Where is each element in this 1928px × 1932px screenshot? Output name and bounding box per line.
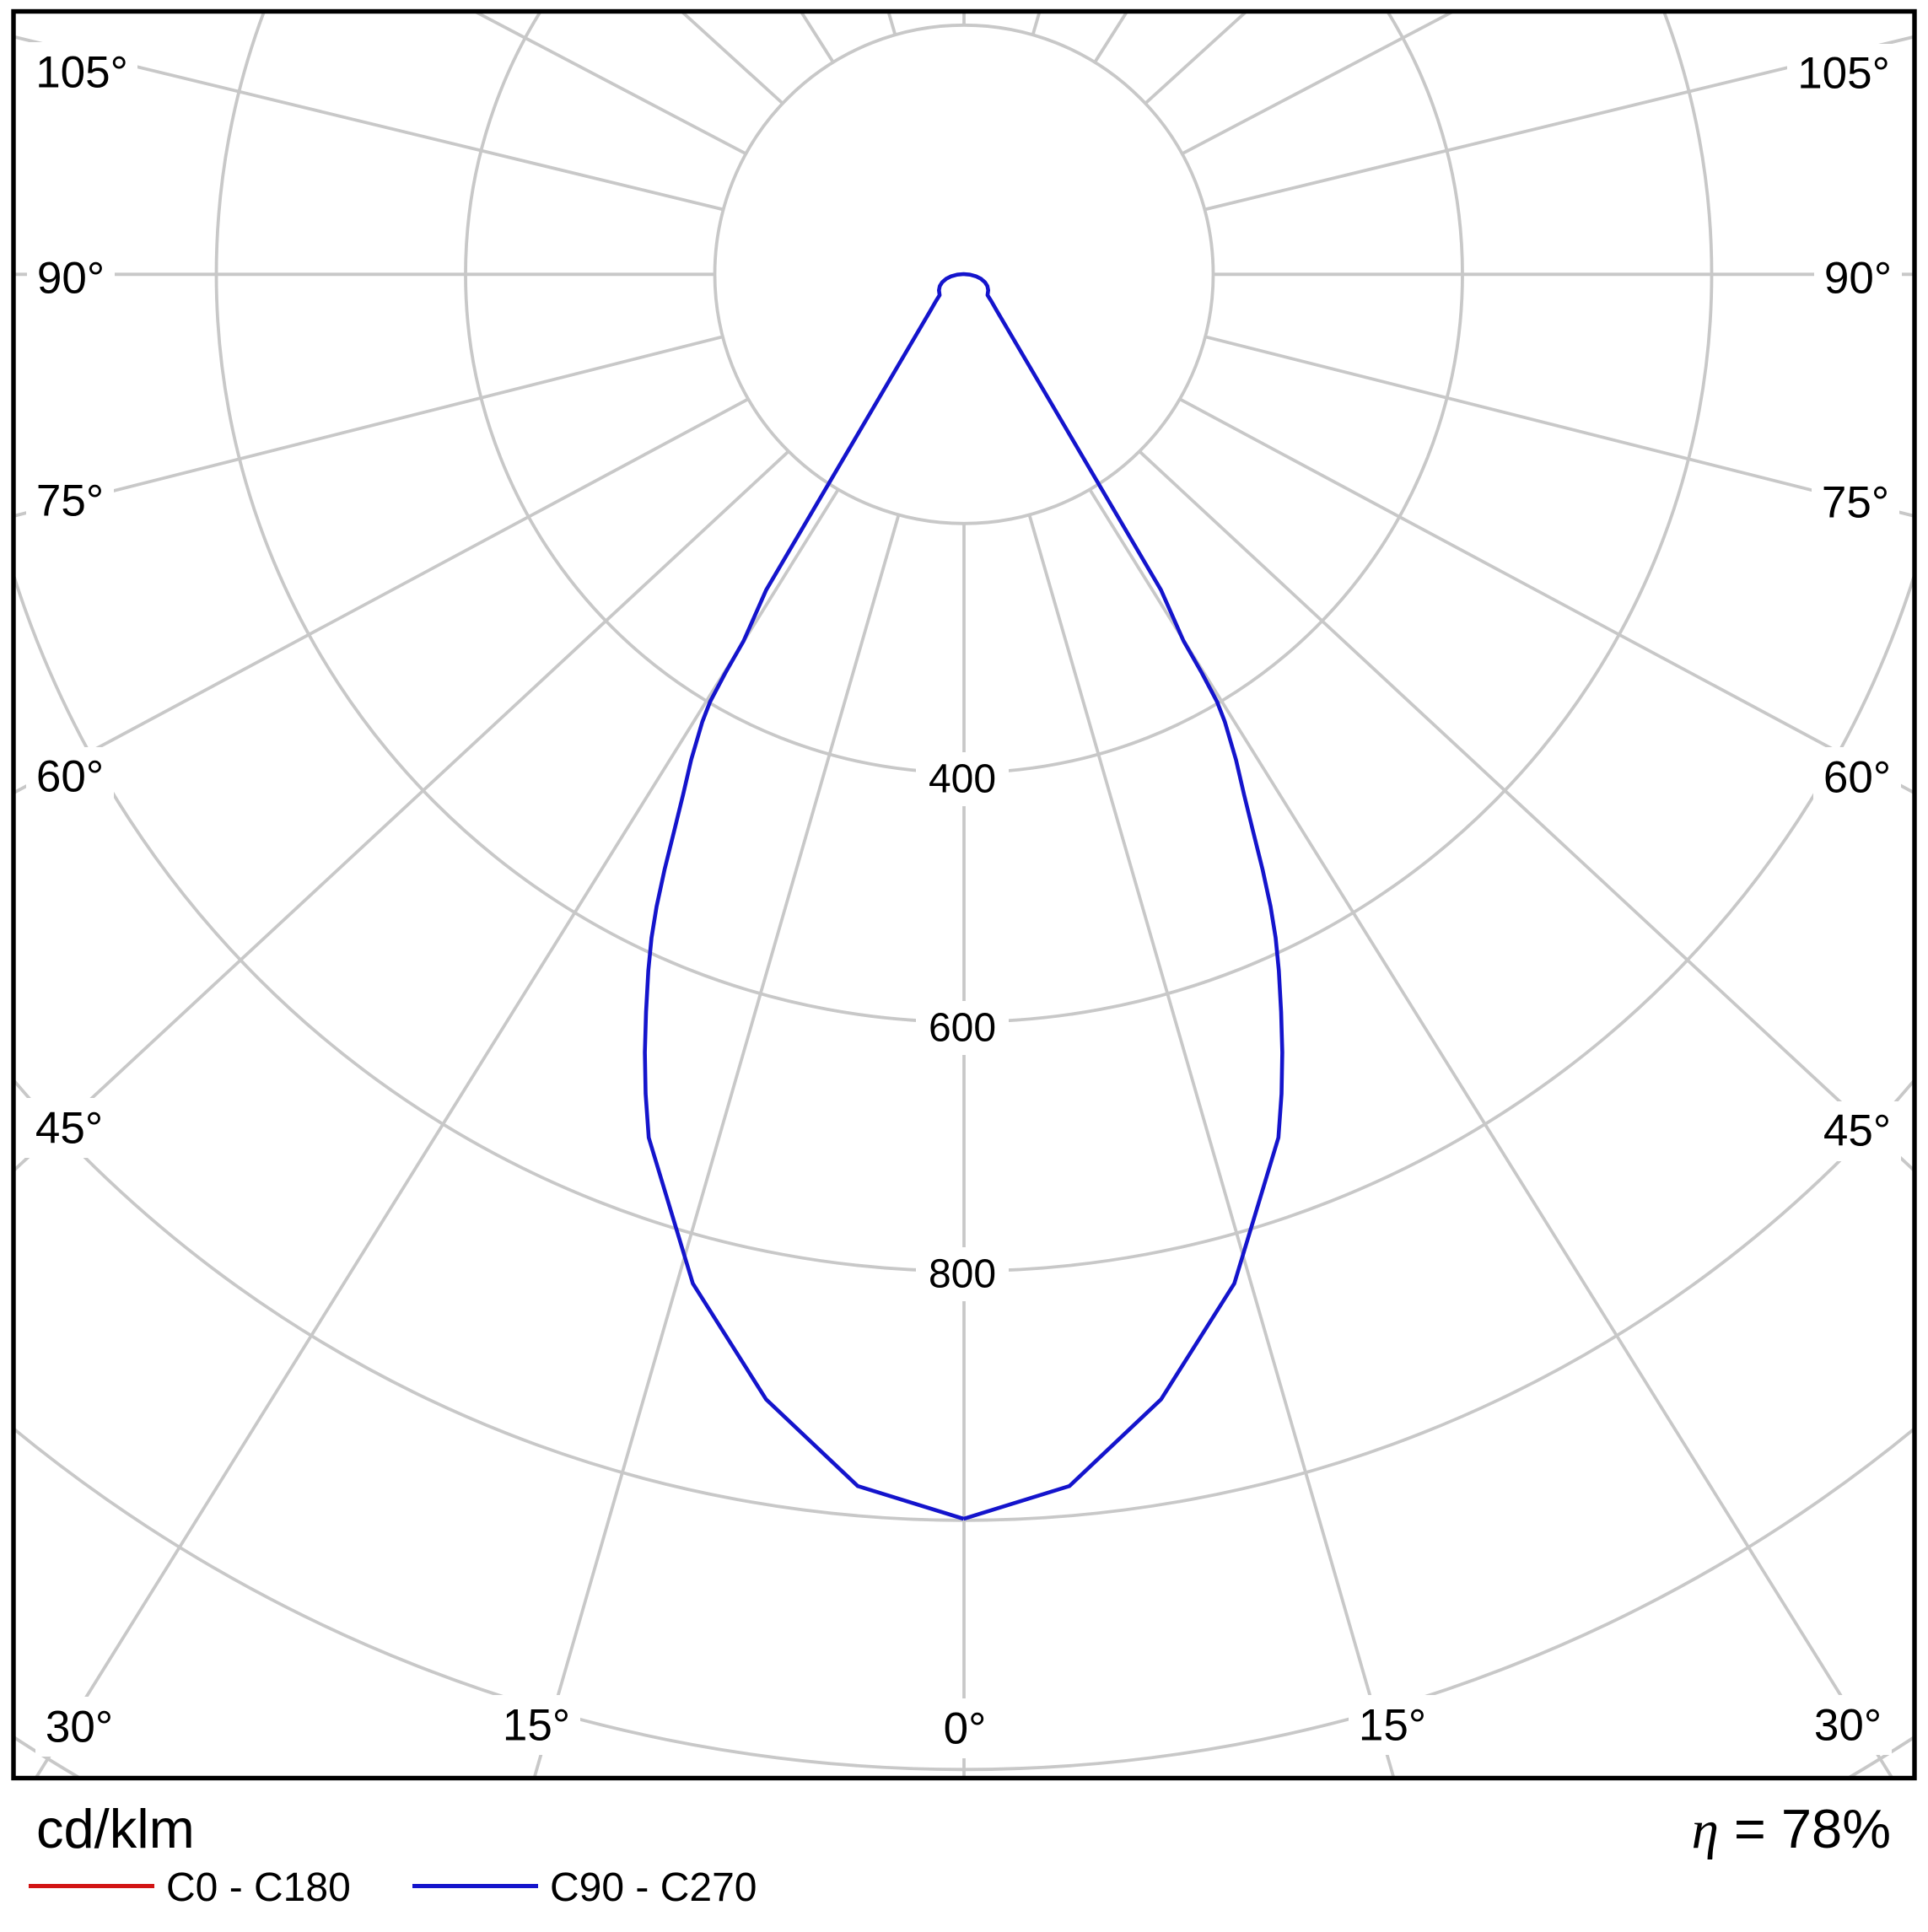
svg-text:30°: 30° bbox=[46, 1703, 113, 1752]
svg-text:60°: 60° bbox=[1823, 753, 1891, 803]
svg-text:75°: 75° bbox=[36, 476, 104, 526]
svg-text:90°: 90° bbox=[37, 254, 105, 304]
svg-text:η = 78%: η = 78% bbox=[1692, 1798, 1891, 1860]
svg-text:105°: 105° bbox=[35, 48, 128, 98]
svg-text:90°: 90° bbox=[1824, 254, 1892, 304]
svg-text:30°: 30° bbox=[1814, 1701, 1882, 1751]
svg-text:15°: 15° bbox=[1359, 1701, 1426, 1751]
svg-text:60°: 60° bbox=[36, 752, 104, 802]
svg-text:15°: 15° bbox=[503, 1701, 570, 1751]
svg-text:cd/klm: cd/klm bbox=[36, 1798, 195, 1859]
svg-text:800: 800 bbox=[929, 1252, 996, 1297]
svg-text:105°: 105° bbox=[1797, 49, 1890, 99]
svg-text:45°: 45° bbox=[1823, 1106, 1891, 1156]
svg-text:C0 - C180: C0 - C180 bbox=[166, 1865, 351, 1910]
svg-text:400: 400 bbox=[929, 757, 996, 802]
svg-text:C90 - C270: C90 - C270 bbox=[550, 1865, 757, 1910]
svg-text:0°: 0° bbox=[944, 1704, 987, 1754]
svg-text:75°: 75° bbox=[1822, 478, 1889, 528]
svg-text:600: 600 bbox=[929, 1006, 996, 1051]
svg-text:45°: 45° bbox=[35, 1104, 103, 1154]
